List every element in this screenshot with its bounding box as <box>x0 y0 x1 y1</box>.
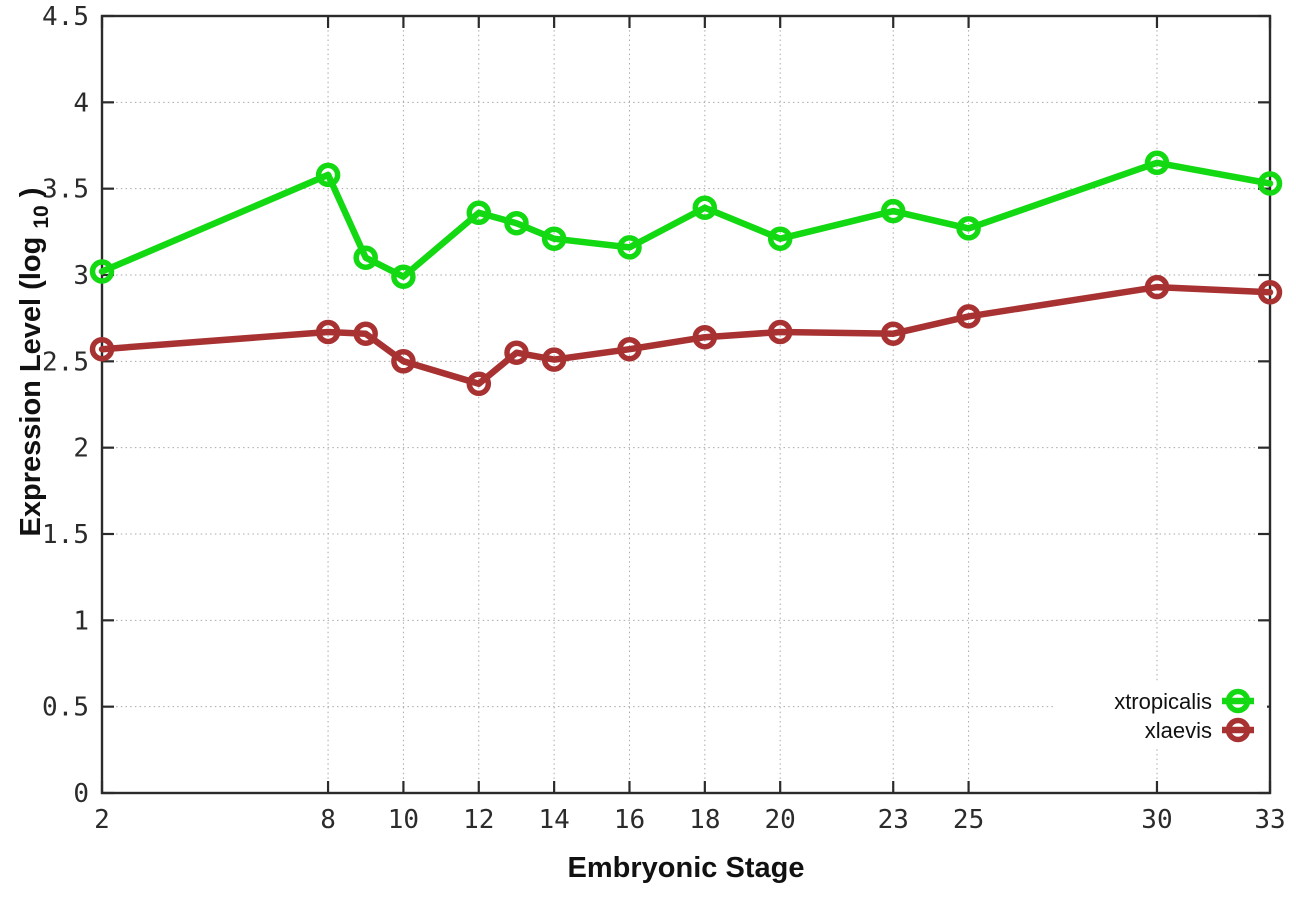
legend-marker-xlaevis <box>1225 717 1251 743</box>
legend-label-xtropicalis: xtropicalis <box>1114 689 1212 714</box>
data-point-xtropicalis <box>692 195 718 220</box>
data-point-xtropicalis <box>1257 171 1283 196</box>
legend-label-xlaevis: xlaevis <box>1145 718 1212 743</box>
y-axis-title-subscript: 10 <box>30 205 53 228</box>
y-tick-label: 2 <box>73 434 89 464</box>
data-point-xlaevis <box>315 319 341 345</box>
x-tick-label: 2 <box>94 805 110 835</box>
data-point-xtropicalis <box>956 216 981 241</box>
data-point-xtropicalis <box>315 162 341 188</box>
x-tick-label: 30 <box>1141 805 1172 835</box>
series-line-xlaevis <box>98 283 1274 388</box>
y-axis-title: Expression Level (log 10 ) <box>15 188 55 537</box>
x-tick-label: 25 <box>953 805 984 835</box>
data-point-xtropicalis <box>617 235 642 260</box>
x-tick-label: 12 <box>463 805 494 835</box>
data-point-xtropicalis <box>504 210 529 236</box>
y-tick-label: 0 <box>73 779 89 809</box>
y-tick-label: 2.5 <box>42 347 89 377</box>
grid-layer <box>102 16 1270 793</box>
x-tick-label: 20 <box>765 805 796 835</box>
data-point-xlaevis <box>692 324 718 350</box>
data-point-xlaevis <box>880 321 906 346</box>
data-point-xlaevis <box>466 371 492 397</box>
data-point-xlaevis <box>504 340 529 365</box>
data-point-xlaevis <box>353 321 378 346</box>
data-point-xlaevis <box>391 349 416 374</box>
y-tick-label: 4 <box>73 88 89 118</box>
data-point-xtropicalis <box>89 259 115 284</box>
y-axis-title-text: Expression Level (log <box>15 237 47 537</box>
data-point-xlaevis <box>767 319 793 345</box>
x-tick-label: 8 <box>320 805 336 835</box>
x-tick-label: 18 <box>689 805 720 835</box>
y-tick-label: 3.5 <box>42 175 89 205</box>
x-tick-label: 23 <box>878 805 909 835</box>
data-point-xlaevis <box>541 347 567 372</box>
data-point-xlaevis <box>617 336 642 362</box>
series-line-xtropicalis <box>98 159 1274 280</box>
x-tick-label: 14 <box>538 805 569 835</box>
data-point-xtropicalis <box>541 226 567 251</box>
data-point-xlaevis <box>1257 280 1283 305</box>
data-point-xtropicalis <box>1144 150 1170 176</box>
axis-layer: 2 8 10 12 14 16 18 20 23 25 30 33 0 0.5 1 1.5 2 2.5 3 3.5 4 4… <box>42 2 1286 835</box>
data-point-xtropicalis <box>353 245 378 270</box>
data-point-xtropicalis <box>466 200 492 226</box>
y-axis-title-suffix: ) <box>15 188 47 198</box>
legend: xtropicalis xlaevis <box>1056 682 1267 746</box>
y-tick-label: 1.5 <box>42 520 89 550</box>
data-point-xtropicalis <box>391 264 416 289</box>
data-point-xlaevis <box>89 336 115 362</box>
plot-border <box>100 14 1272 795</box>
legend-marker-xtropicalis <box>1225 688 1251 714</box>
x-tick-label: 16 <box>614 805 645 835</box>
data-point-xlaevis <box>956 304 981 329</box>
y-tick-label: 1 <box>73 606 89 636</box>
y-tick-label: 0.5 <box>42 693 89 723</box>
x-axis-title: Embryonic Stage <box>568 852 805 884</box>
x-tick-label: 33 <box>1254 805 1285 835</box>
y-tick-label: 4.5 <box>42 2 89 32</box>
y-tick-label: 3 <box>73 261 89 291</box>
data-point-xlaevis <box>1144 274 1170 300</box>
x-tick-label: 10 <box>388 805 419 835</box>
data-point-xtropicalis <box>767 226 793 251</box>
series-layer <box>89 150 1283 397</box>
data-point-xtropicalis <box>880 198 906 224</box>
